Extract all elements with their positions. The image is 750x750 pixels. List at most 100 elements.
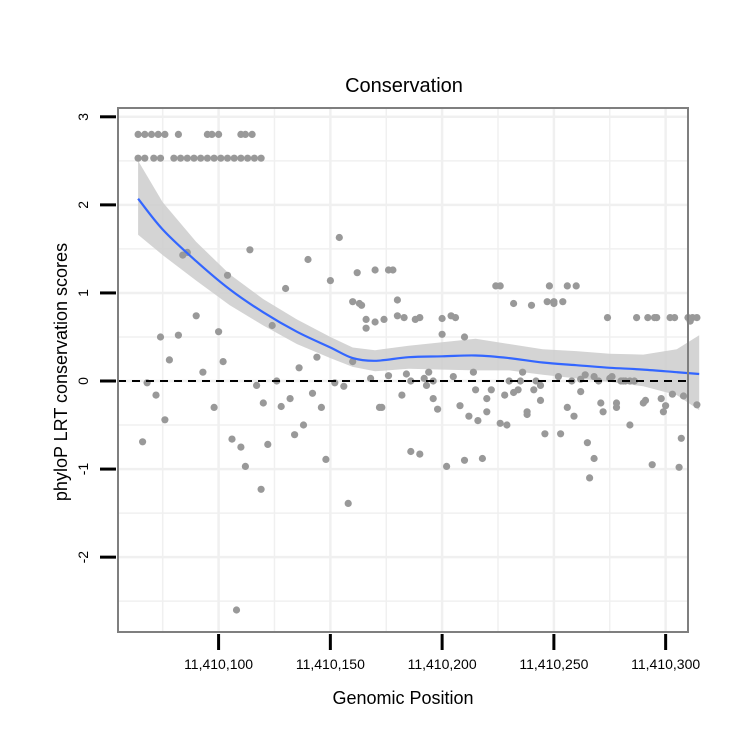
data-point — [197, 154, 205, 162]
smooth-line — [137, 198, 700, 376]
data-point — [134, 130, 142, 138]
data-point — [217, 154, 225, 162]
y-tick-label: 3 — [75, 113, 91, 121]
data-point — [407, 447, 415, 456]
data-point — [648, 461, 656, 469]
data-point — [586, 474, 594, 482]
data-point — [590, 373, 598, 381]
data-point — [353, 269, 361, 277]
data-point — [501, 391, 509, 399]
data-point — [570, 412, 578, 420]
data-point — [156, 154, 165, 162]
data-point — [362, 315, 370, 323]
data-point — [456, 402, 464, 410]
data-point — [203, 154, 211, 162]
data-point — [282, 284, 290, 293]
data-point — [210, 154, 218, 162]
data-point — [550, 298, 558, 306]
data-point — [253, 381, 261, 389]
data-point — [393, 296, 401, 304]
data-point — [393, 312, 401, 320]
data-point — [210, 403, 218, 411]
data-point — [326, 277, 334, 285]
data-point — [277, 402, 285, 411]
data-point — [671, 314, 679, 322]
data-point — [219, 358, 227, 366]
data-point — [241, 462, 249, 470]
data-point — [557, 430, 565, 438]
data-point — [308, 389, 317, 397]
data-point — [241, 130, 249, 138]
data-point — [693, 401, 701, 409]
grid — [118, 108, 688, 632]
data-point — [286, 395, 294, 403]
data-point — [141, 154, 149, 162]
data-point — [422, 381, 431, 389]
data-point — [626, 421, 634, 429]
data-point — [677, 434, 685, 442]
x-axis-label: Genomic Position — [332, 688, 473, 708]
chart-title: Conservation — [345, 75, 463, 97]
data-point — [264, 440, 272, 448]
data-point — [505, 377, 513, 385]
data-point — [599, 408, 607, 416]
data-point — [483, 395, 491, 403]
data-point — [581, 371, 589, 379]
data-point — [496, 282, 504, 290]
data-point — [165, 356, 173, 364]
data-point — [532, 377, 540, 385]
data-point — [246, 246, 254, 254]
data-point — [563, 403, 571, 411]
data-point — [527, 301, 536, 309]
data-point — [291, 431, 299, 439]
data-point — [215, 130, 223, 138]
data-point — [170, 154, 178, 162]
data-point — [237, 443, 245, 451]
data-point — [530, 386, 538, 394]
data-point — [152, 391, 160, 399]
data-point — [259, 399, 267, 407]
data-point — [559, 298, 567, 306]
data-point — [322, 455, 330, 463]
data-point — [407, 377, 415, 385]
data-point — [449, 373, 457, 381]
data-point — [662, 402, 670, 410]
data-point — [416, 314, 424, 322]
data-point — [295, 364, 303, 372]
data-point — [161, 130, 169, 138]
data-point — [496, 419, 504, 427]
y-tick-label: 2 — [75, 201, 91, 209]
data-point — [644, 314, 652, 322]
y-axis: -2 -1 0 1 2 3 — [75, 113, 116, 564]
data-point — [215, 328, 223, 336]
data-point — [154, 130, 162, 138]
x-tick-label: 11,410,150 — [296, 656, 365, 672]
data-point — [237, 154, 245, 162]
data-point — [313, 353, 321, 361]
data-point — [478, 454, 486, 463]
data-point — [228, 435, 236, 443]
data-point — [141, 130, 149, 138]
x-axis: 11,410,100 11,410,150 11,410,200 11,410,250… — [184, 634, 700, 672]
data-point — [304, 255, 312, 264]
data-point — [371, 266, 379, 274]
x-tick-label: 11,410,250 — [519, 656, 588, 672]
data-point — [371, 318, 379, 326]
data-point — [633, 314, 641, 322]
data-point — [465, 412, 473, 420]
data-point — [474, 417, 482, 425]
data-point — [402, 370, 410, 378]
data-point — [380, 315, 388, 323]
data-point — [577, 388, 585, 396]
y-tick-label: -2 — [75, 551, 91, 564]
y-tick-label: 0 — [75, 377, 91, 385]
data-point — [541, 430, 549, 438]
data-point — [536, 381, 545, 389]
data-point — [190, 154, 198, 162]
data-point — [603, 314, 612, 322]
data-point — [349, 298, 357, 306]
data-point — [583, 439, 592, 447]
data-point — [657, 395, 665, 403]
data-point — [503, 421, 511, 429]
